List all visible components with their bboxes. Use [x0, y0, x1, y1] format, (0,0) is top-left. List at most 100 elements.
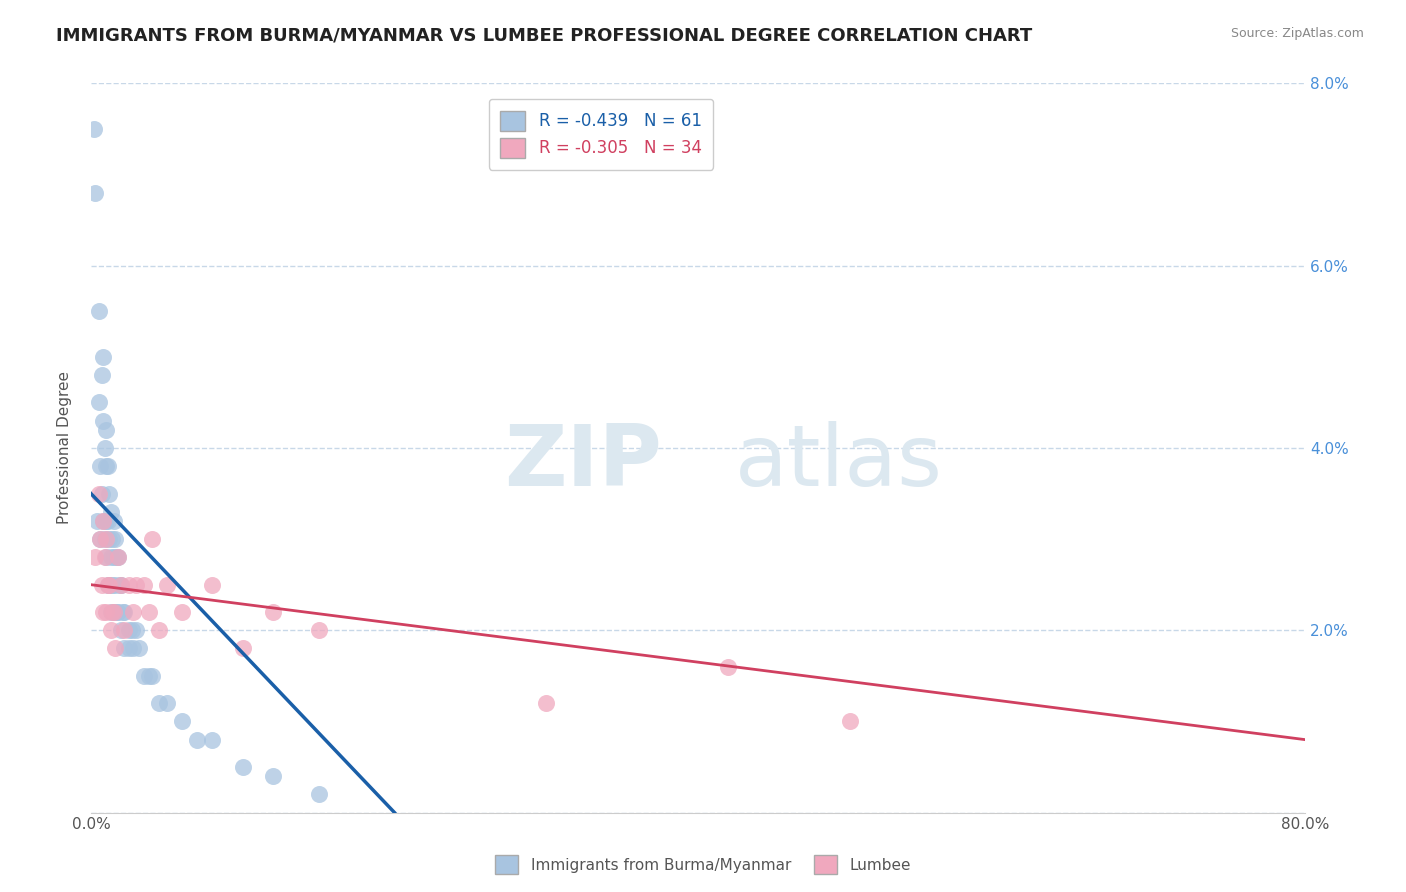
- Point: [118, 641, 141, 656]
- Point: [105, 550, 128, 565]
- Point: [112, 605, 135, 619]
- Point: [94, 459, 117, 474]
- Point: [125, 624, 148, 638]
- Point: [103, 514, 125, 528]
- Point: [90, 368, 112, 382]
- Point: [94, 550, 117, 565]
- Point: [83, 122, 105, 136]
- Point: [90, 577, 112, 591]
- Point: [138, 669, 160, 683]
- Point: [132, 669, 155, 683]
- Point: [86, 514, 108, 528]
- Point: [536, 696, 558, 710]
- Point: [170, 714, 193, 729]
- Point: [156, 696, 179, 710]
- Point: [97, 577, 120, 591]
- Point: [118, 624, 141, 638]
- Point: [118, 577, 141, 591]
- Point: [138, 605, 160, 619]
- Point: [98, 532, 121, 546]
- Point: [91, 514, 114, 528]
- Point: [141, 669, 163, 683]
- Point: [232, 641, 254, 656]
- Point: [107, 550, 129, 565]
- Point: [262, 605, 284, 619]
- Point: [101, 577, 124, 591]
- Point: [122, 641, 145, 656]
- Point: [84, 186, 107, 200]
- Point: [110, 577, 132, 591]
- Point: [103, 550, 125, 565]
- Point: [308, 787, 330, 801]
- Point: [98, 486, 121, 500]
- Point: [186, 732, 208, 747]
- Point: [104, 641, 127, 656]
- Text: Source: ZipAtlas.com: Source: ZipAtlas.com: [1230, 27, 1364, 40]
- Point: [98, 577, 121, 591]
- Point: [97, 514, 120, 528]
- Point: [91, 350, 114, 364]
- Point: [103, 605, 125, 619]
- Text: atlas: atlas: [734, 421, 942, 504]
- Point: [89, 459, 111, 474]
- Point: [91, 514, 114, 528]
- Point: [101, 532, 124, 546]
- Point: [89, 532, 111, 546]
- Text: IMMIGRANTS FROM BURMA/MYANMAR VS LUMBEE PROFESSIONAL DEGREE CORRELATION CHART: IMMIGRANTS FROM BURMA/MYANMAR VS LUMBEE …: [56, 27, 1032, 45]
- Point: [104, 532, 127, 546]
- Point: [94, 605, 117, 619]
- Point: [110, 624, 132, 638]
- Point: [308, 624, 330, 638]
- Point: [93, 441, 115, 455]
- Point: [112, 641, 135, 656]
- Point: [101, 605, 124, 619]
- Point: [94, 532, 117, 546]
- Point: [112, 624, 135, 638]
- Point: [232, 760, 254, 774]
- Point: [201, 577, 224, 591]
- Point: [93, 550, 115, 565]
- Point: [98, 577, 121, 591]
- Point: [94, 514, 117, 528]
- Point: [93, 532, 115, 546]
- Point: [97, 577, 120, 591]
- Point: [103, 605, 125, 619]
- Point: [100, 605, 122, 619]
- Y-axis label: Professional Degree: Professional Degree: [58, 371, 72, 524]
- Point: [107, 605, 129, 619]
- Point: [107, 550, 129, 565]
- Point: [90, 486, 112, 500]
- Point: [717, 659, 740, 673]
- Point: [100, 624, 122, 638]
- Point: [108, 577, 131, 591]
- Point: [148, 696, 170, 710]
- Point: [148, 624, 170, 638]
- Point: [91, 414, 114, 428]
- Point: [156, 577, 179, 591]
- Legend: Immigrants from Burma/Myanmar, Lumbee: Immigrants from Burma/Myanmar, Lumbee: [489, 849, 917, 880]
- Point: [838, 714, 860, 729]
- Legend: R = -0.439   N = 61, R = -0.305   N = 34: R = -0.439 N = 61, R = -0.305 N = 34: [488, 99, 713, 169]
- Point: [104, 577, 127, 591]
- Point: [122, 605, 145, 619]
- Point: [87, 304, 110, 318]
- Point: [87, 395, 110, 409]
- Point: [111, 605, 134, 619]
- Point: [132, 577, 155, 591]
- Point: [87, 486, 110, 500]
- Point: [121, 624, 143, 638]
- Point: [94, 423, 117, 437]
- Point: [170, 605, 193, 619]
- Point: [91, 605, 114, 619]
- Point: [105, 605, 128, 619]
- Point: [125, 577, 148, 591]
- Point: [262, 769, 284, 783]
- Point: [100, 550, 122, 565]
- Text: ZIP: ZIP: [503, 421, 662, 504]
- Point: [89, 532, 111, 546]
- Point: [141, 532, 163, 546]
- Point: [84, 550, 107, 565]
- Point: [201, 732, 224, 747]
- Point: [100, 505, 122, 519]
- Point: [97, 459, 120, 474]
